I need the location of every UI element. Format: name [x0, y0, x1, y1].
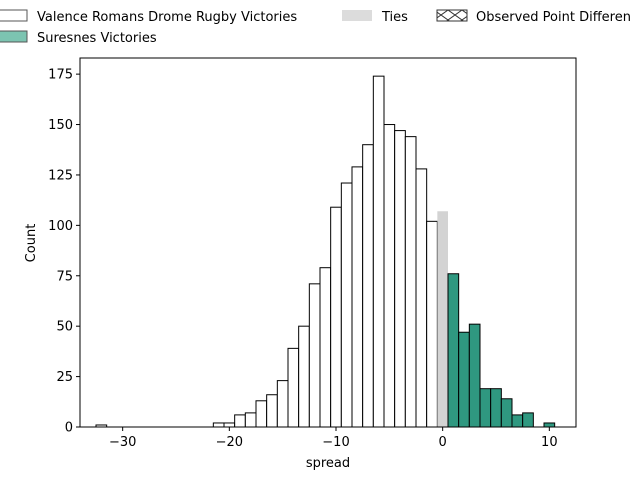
histogram-bar — [234, 414, 246, 428]
legend-label-ties: Ties — [381, 10, 408, 25]
histogram-bar — [276, 380, 289, 428]
histogram-bar — [255, 400, 268, 428]
x-tick-label: 0 — [439, 435, 447, 450]
legend-entry-suresnes: Suresnes Victories — [0, 30, 157, 46]
histogram-bar — [330, 206, 342, 428]
histogram-bar — [511, 414, 524, 428]
histogram-bar — [437, 211, 448, 427]
histogram-bar — [362, 144, 374, 428]
x-axis-label: spread — [306, 456, 350, 471]
histogram-bar — [372, 75, 385, 428]
histogram-bar — [458, 331, 470, 428]
histogram-bar — [319, 267, 332, 428]
histogram-bar — [426, 220, 438, 428]
y-axis-ticks: 0 25 50 75 100 125 150 175 — [48, 68, 80, 436]
legend-entry-ties: Ties — [342, 10, 408, 25]
legend-label-suresnes: Suresnes Victories — [37, 31, 157, 46]
histogram-bar — [479, 388, 492, 428]
y-tick-label: 175 — [48, 68, 73, 83]
y-tick-label: 100 — [48, 219, 73, 234]
legend-entry-observed: Observed Point Differen — [436, 9, 631, 25]
histogram-bar — [308, 283, 321, 428]
legend-swatch-observed — [436, 9, 468, 22]
legend: Valence Romans Drome Rugby Victories Tie… — [0, 9, 631, 46]
x-tick-label: −20 — [216, 435, 243, 450]
histogram-bar — [266, 394, 278, 428]
histogram-bar — [394, 130, 406, 428]
x-tick-label: −30 — [109, 435, 136, 450]
histogram-bar — [415, 168, 428, 428]
x-tick-label: 10 — [541, 435, 558, 450]
histogram-bar — [383, 124, 396, 428]
histogram-bar — [404, 136, 417, 428]
legend-swatch-valence — [0, 9, 28, 22]
histogram-bar — [287, 347, 300, 428]
histogram-bar — [490, 388, 502, 428]
histogram-bar — [543, 422, 556, 428]
x-axis-ticks: −30 −20 −10 0 10 — [109, 427, 558, 450]
plot-frame — [79, 57, 577, 428]
y-tick-label: 50 — [56, 320, 73, 335]
histogram-bar — [447, 273, 460, 428]
legend-swatch-ties — [342, 10, 372, 21]
histogram-bar — [500, 398, 513, 428]
y-tick-label: 150 — [48, 118, 73, 133]
histogram-bar — [298, 325, 310, 428]
histogram-bar — [522, 412, 534, 428]
histogram-bar — [340, 182, 353, 428]
legend-label-observed: Observed Point Differen — [476, 10, 631, 25]
y-tick-label: 125 — [48, 168, 73, 183]
y-tick-label: 0 — [65, 421, 73, 436]
histogram-bar — [212, 422, 225, 428]
histogram-bars — [95, 75, 556, 428]
histogram-bar — [244, 412, 257, 428]
legend-swatch-suresnes — [0, 30, 28, 43]
histogram-bar — [468, 323, 481, 428]
histogram-bar — [351, 166, 364, 428]
histogram-bar — [223, 422, 236, 428]
y-axis-label: Count — [24, 224, 39, 263]
x-tick-label: −10 — [322, 435, 349, 450]
y-tick-label: 25 — [56, 370, 73, 385]
legend-label-valence: Valence Romans Drome Rugby Victories — [37, 10, 297, 25]
y-tick-label: 75 — [56, 269, 73, 284]
legend-entry-valence: Valence Romans Drome Rugby Victories — [0, 9, 297, 25]
